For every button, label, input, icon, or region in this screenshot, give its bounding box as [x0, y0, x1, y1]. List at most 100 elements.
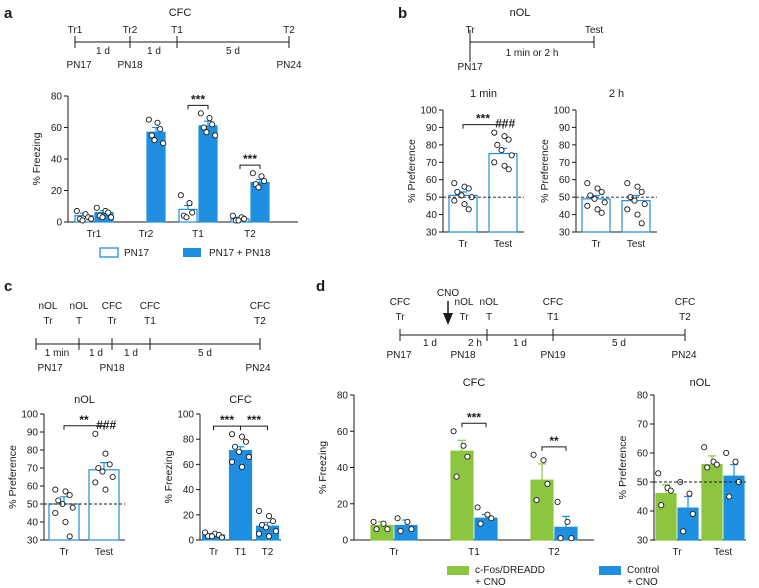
chart-d2-xtick-label-0: Tr: [672, 547, 682, 558]
chart-c2-point-s0-1-7: [238, 463, 246, 470]
chart-d2-xtick-label-1: Test: [714, 547, 733, 558]
timeline-d-gap-0: 1 d: [423, 338, 437, 349]
chart-c2-point-s0-1-4: [235, 448, 243, 455]
chart-a-point-s1-3-4: [255, 184, 262, 191]
chart-a-sig-label-1: ***: [243, 152, 257, 166]
chart-a-point-s1-3-0: [249, 170, 256, 177]
chart-c2-point-s0-1-6: [229, 458, 236, 465]
chart-c2-point-s0-1-5: [245, 453, 252, 460]
chart-b1-ytick-label-2: 50: [426, 193, 438, 204]
chart-b2-ytick-label-5: 80: [559, 140, 571, 151]
chart-a-sig-bracket-1: [239, 164, 261, 170]
chart-c2-title: CFC: [229, 394, 252, 406]
chart-a-xtick-label-0: Tr1: [87, 229, 102, 240]
chart-c1-point-s0-0-5: [69, 504, 76, 511]
chart-b1-point-s0-1-5: [508, 152, 515, 159]
chart-b2-ylabel: % Preference: [539, 139, 551, 203]
chart-c2-ytick-label-5: 100: [177, 410, 194, 421]
chart-a-ytick-label-3: 60: [51, 123, 63, 134]
chart-c2-xtick-label-1: T1: [235, 547, 247, 558]
chart-c1-ytick-label-3: 60: [27, 482, 39, 493]
chart-d1-point-s0-0-0: [370, 518, 377, 525]
timeline-d-bottom-0: PN17: [386, 350, 411, 361]
chart-d1-title: CFC: [463, 377, 486, 389]
chart-a-point-s0-0-4: [79, 217, 86, 224]
timeline-d-top2-1: Tr: [459, 312, 469, 323]
chart-b-1min-preference: 1 min 30 40 50 60 70 80 90 100 % Preference Tr Test…: [406, 88, 524, 250]
timeline-c-gap-1: 1 d: [89, 348, 103, 359]
chart-b2-point-s0-1-8: [638, 220, 645, 227]
chart-c1-ytick-label-1: 40: [27, 518, 39, 529]
chart-d1-point-s0-2-3: [533, 497, 540, 504]
legend-d-blue-line-0: Control: [627, 565, 659, 576]
chart-b2-title: 2 h: [609, 88, 624, 100]
chart-b2-ytick-label-7: 100: [553, 106, 570, 117]
chart-d2-ytick-label-5: 80: [637, 391, 649, 402]
chart-b1-point-s0-1-0: [491, 129, 498, 136]
chart-c2-xtick-label-2: T2: [262, 547, 274, 558]
chart-c2-ytick-label-1: 20: [183, 510, 195, 521]
chart-d2-point-s0-0-2: [667, 487, 674, 494]
chart-d2-title: nOL: [690, 377, 711, 389]
chart-b2-point-s0-0-6: [584, 202, 591, 209]
timeline-a-top-2: T1: [171, 25, 183, 36]
timeline-d-bottom-1: PN18: [450, 350, 475, 361]
chart-b1-point-s0-0-7: [461, 201, 468, 208]
panel-label-c: c: [4, 278, 12, 295]
chart-c1-ytick-label-0: 30: [27, 536, 39, 547]
chart-b1-point-s0-1-8: [505, 166, 512, 173]
chart-d1-point-s0-0-1: [380, 520, 387, 527]
chart-d2-point-s1-0-1: [686, 490, 693, 497]
chart-d2-bar-s0-0: [655, 493, 677, 541]
chart-b2-point-s0-0-0: [584, 180, 591, 187]
chart-a-xtick-label-2: T1: [192, 229, 204, 240]
chart-a-point-s1-3-1: [258, 173, 265, 180]
timeline-d-top2-3: T1: [547, 312, 559, 323]
chart-b1-sig-bracket-0: [462, 124, 504, 129]
chart-b2-point-s0-0-8: [598, 209, 605, 216]
chart-b2-point-s0-0-2: [598, 188, 605, 195]
timeline-c-bottom-2: PN24: [245, 363, 270, 374]
chart-d2-point-s1-1-1: [732, 458, 739, 465]
chart-b2-xtick-label-0: Tr: [591, 239, 601, 250]
chart-a-point-s0-0-5: [88, 215, 95, 222]
timeline-a-gap-2: 5 d: [226, 46, 240, 57]
chart-d1-point-s1-2-2: [568, 535, 575, 542]
timeline-c-gap-0: 1 min: [45, 348, 69, 359]
chart-c1-ytick-label-5: 80: [27, 446, 39, 457]
chart-d1-point-s1-0-0: [394, 515, 401, 522]
chart-b1-ytick-label-3: 60: [426, 175, 438, 186]
chart-b1-point-s0-0-8: [465, 206, 472, 213]
chart-b-2h-preference: 2 h 30 40 50 60 70 80 90 100 % Preference Tr Test: [539, 88, 657, 250]
chart-b1-sig-label-1: ###: [495, 117, 515, 131]
timeline-d-arrow-label: CNO: [437, 288, 459, 299]
chart-d1-ytick-label-3: 60: [337, 427, 349, 438]
chart-d2-ylabel: % Preference: [617, 436, 629, 500]
chart-b1-point-s0-1-6: [491, 159, 498, 166]
chart-d1-bar-s0-1: [450, 450, 474, 541]
chart-b1-point-s0-1-7: [501, 162, 508, 169]
chart-b1-ytick-label-5: 80: [426, 140, 438, 151]
chart-d1-point-s0-2-1: [540, 457, 547, 464]
chart-a-cfc-freezing: 0 20 40 60 80 % Freezing Tr1 Tr2 T1 T2 *** ***: [31, 92, 298, 240]
chart-d2-point-s1-1-0: [723, 449, 730, 457]
timeline-c-gap-2: 1 d: [124, 348, 138, 359]
legend-d: c-Fos/DREADD + CNO Control + CNO: [447, 565, 659, 588]
timeline-d-gap-3: 5 d: [612, 338, 626, 349]
chart-a-point-s0-2-1: [186, 200, 193, 207]
chart-d2-ytick-label-0: 30: [637, 536, 649, 547]
timeline-d-top1-2: nOL: [480, 297, 499, 308]
timeline-d-top1-1: nOL: [455, 297, 474, 308]
chart-b1-point-s0-1-3: [494, 141, 501, 148]
chart-d1-ytick-label-2: 40: [337, 463, 349, 474]
chart-d2-point-s1-1-3: [726, 493, 733, 500]
timeline-c-top1-1: nOL: [70, 301, 89, 312]
chart-c1-title: nOL: [74, 394, 95, 406]
chart-c1-point-s0-0-6: [52, 509, 59, 517]
chart-a-ytick-label-0: 0: [56, 218, 62, 229]
chart-d2-point-s1-0-3: [680, 528, 687, 535]
timeline-d-top2-2: T: [486, 312, 492, 323]
chart-b1-sig-label-0: ***: [476, 112, 490, 126]
chart-d1-ylabel: % Freezing: [317, 441, 329, 494]
chart-c2-point-s0-2-5: [272, 528, 279, 535]
